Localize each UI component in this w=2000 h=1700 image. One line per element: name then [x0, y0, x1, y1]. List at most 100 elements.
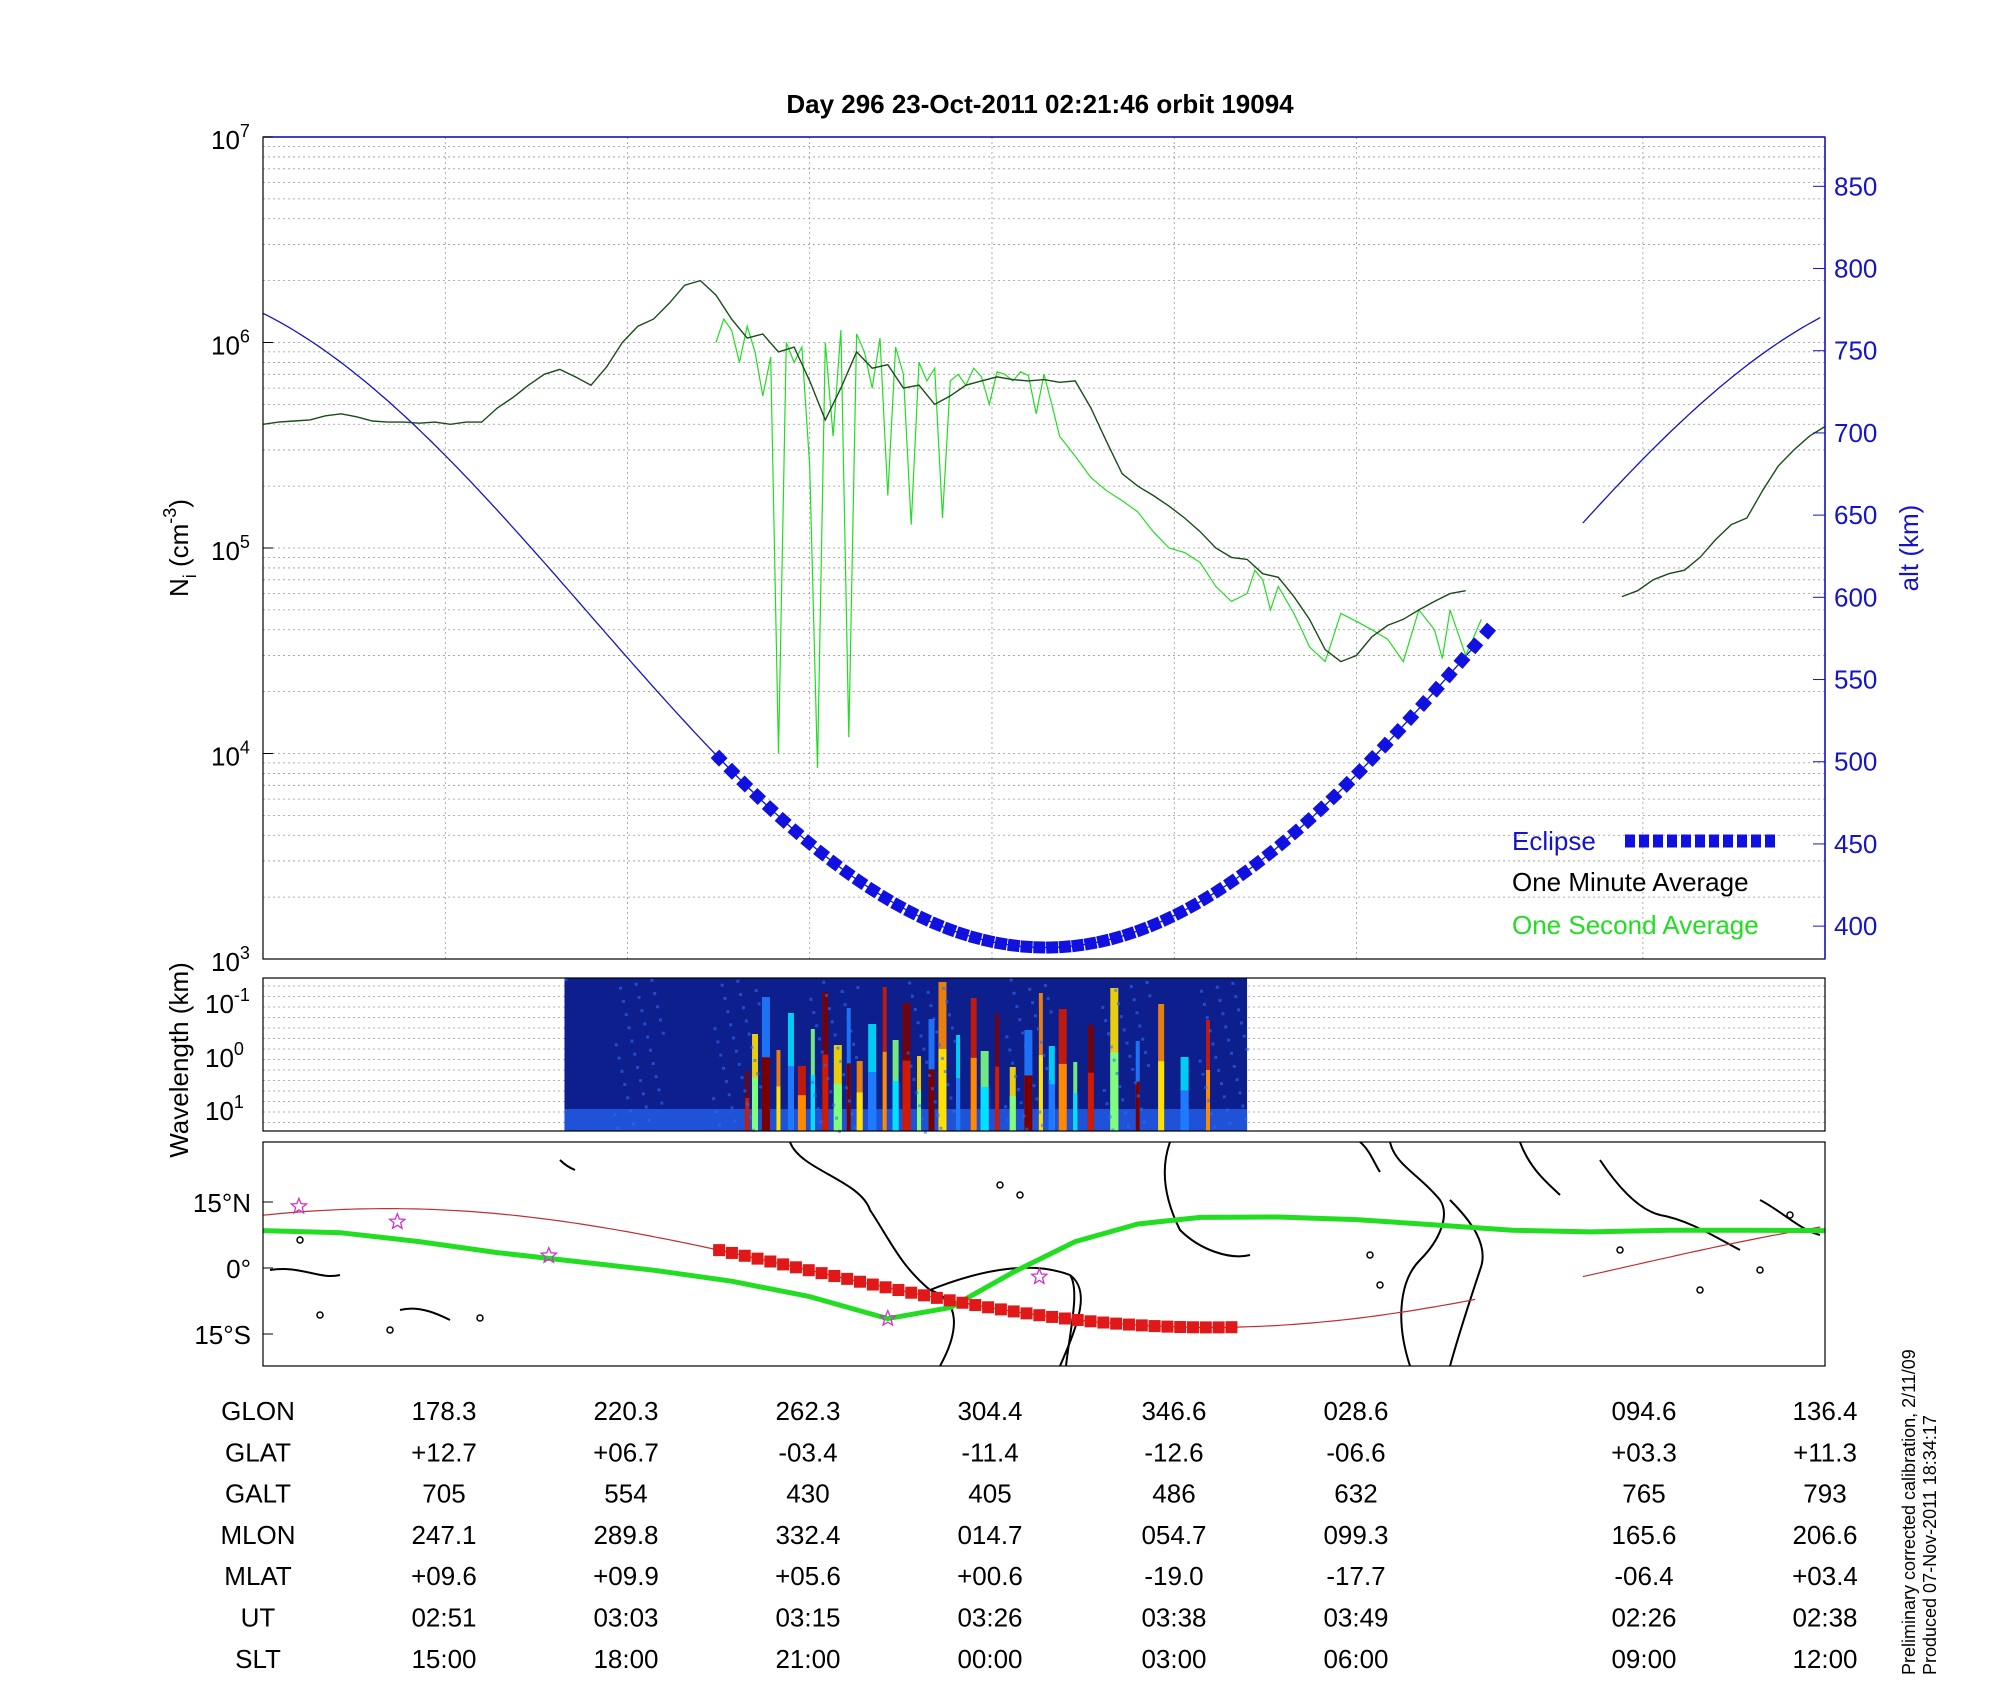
spectrogram	[564, 978, 1249, 1134]
spectrogram-speckle	[1225, 1108, 1229, 1112]
island	[1756, 1266, 1764, 1274]
table-cell: 099.3	[1323, 1520, 1388, 1550]
spectrogram-speckle	[839, 1059, 843, 1063]
spectrogram-speckle	[619, 986, 623, 990]
map-y-ticks: 15°N 0° 15°S	[193, 1188, 273, 1350]
eclipse-marker	[736, 775, 754, 793]
spectrogram-speckle	[1131, 1068, 1135, 1071]
eclipse-marker	[1479, 622, 1497, 640]
table-cell: -06.6	[1326, 1437, 1385, 1467]
eclipse-marker	[1045, 941, 1059, 954]
spectrogram-speckle	[850, 1112, 854, 1116]
one-minute-density-path	[262, 279, 1826, 663]
spectrogram-burst-core	[776, 1086, 781, 1131]
eclipse-track-marker	[841, 1272, 854, 1285]
spectrogram-burst-core	[1180, 1090, 1189, 1131]
spectrogram-burst-core	[917, 1089, 922, 1131]
table-cell: 554	[604, 1479, 647, 1509]
spectrogram-speckle	[918, 1104, 922, 1108]
spectrogram-speckle	[819, 1120, 823, 1124]
coastline	[1759, 1199, 1821, 1236]
eclipse-track-marker	[918, 1289, 931, 1302]
spectrogram-speckle	[849, 1029, 853, 1033]
eclipse-track-marker	[905, 1286, 918, 1299]
eclipse-marker	[1261, 844, 1279, 862]
spectrogram-speckle	[826, 1077, 830, 1080]
table-row-label: MLAT	[224, 1561, 292, 1591]
altitude-tick-label: 700	[1834, 418, 1877, 448]
legend-eclipse-label: Eclipse	[1512, 826, 1596, 856]
spectrogram-burst-core	[1009, 1095, 1016, 1131]
table-cell: -06.4	[1614, 1561, 1673, 1591]
eclipse-marker	[1363, 749, 1381, 767]
spectrogram-speckle	[1122, 1028, 1126, 1032]
spectrogram-speckle	[1241, 1104, 1245, 1108]
spectrogram-speckle	[1028, 987, 1032, 991]
eclipse-marker	[1274, 834, 1292, 852]
spectrogram-speckle	[930, 1087, 934, 1091]
spectrogram-speckle	[739, 993, 743, 996]
eclipse-track-marker	[764, 1255, 777, 1268]
spectrogram-speckle	[1111, 1128, 1115, 1132]
altitude-line-segment	[262, 312, 1476, 949]
eclipse-track-marker	[789, 1261, 802, 1274]
magnetic-equator-path	[262, 1214, 1826, 1322]
table-cell: 15:00	[411, 1644, 476, 1674]
spectrogram-speckle	[1227, 1038, 1231, 1042]
altitude-tick-label: 450	[1834, 829, 1877, 859]
table-cell: 03:00	[1141, 1644, 1206, 1674]
table-cell: 00:00	[957, 1644, 1022, 1674]
calibration-note: Preliminary corrected calibration, 2/11/…	[1899, 1349, 1919, 1675]
spectrogram-burst-core	[846, 1063, 851, 1131]
coastline	[399, 1307, 451, 1321]
spectrogram-speckle	[617, 1056, 621, 1060]
spectrogram-speckle	[736, 979, 740, 983]
island	[386, 1326, 394, 1334]
eclipse-marker	[929, 916, 945, 933]
spectrogram-speckle	[1045, 1067, 1049, 1071]
spectrogram-speckle	[1239, 1021, 1243, 1025]
spectrogram-speckle	[624, 1013, 628, 1017]
spectrogram-speckle	[825, 993, 829, 997]
table-cell: 705	[422, 1479, 465, 1509]
altitude-tick-label: 850	[1834, 171, 1877, 201]
spectrogram-speckle	[928, 1074, 932, 1077]
altitude-y-ticks: 400 450 500 550 600 650 700 750 800 850	[1813, 171, 1877, 941]
table-cell: +05.6	[775, 1561, 841, 1591]
coastline	[1389, 1141, 1445, 1367]
spectrogram-speckle	[1126, 1124, 1130, 1128]
eclipse-marker	[1235, 864, 1253, 882]
eclipse-track-marker	[1084, 1315, 1097, 1328]
eclipse-marker	[916, 910, 932, 927]
spectrogram-speckle	[1041, 1123, 1045, 1127]
y-tick-label: 103	[211, 943, 250, 977]
table-cell: -03.4	[778, 1437, 837, 1467]
eclipse-track-marker	[1097, 1316, 1110, 1329]
island	[1616, 1246, 1624, 1254]
spectrogram-burst-core	[1024, 1075, 1033, 1131]
spectrogram-speckle	[723, 996, 727, 1000]
chart-title: Day 296 23-Oct-2011 02:21:46 orbit 19094	[786, 89, 1294, 119]
table-cell: 014.7	[957, 1520, 1022, 1550]
eclipse-marker	[851, 873, 869, 890]
spectrogram-speckle	[757, 1002, 761, 1006]
spectrogram-speckle	[853, 1125, 857, 1129]
island	[1376, 1281, 1384, 1289]
spectrogram-speckle	[623, 1083, 627, 1086]
spectrogram-burst-core	[797, 1095, 806, 1131]
spectrogram-speckle	[631, 1122, 635, 1126]
island	[1786, 1211, 1794, 1219]
eclipse-marker	[825, 854, 843, 872]
one-second-density-path	[715, 317, 1482, 769]
eclipse-marker	[800, 834, 818, 852]
coastline	[1163, 1141, 1251, 1258]
spectrogram-speckle	[614, 1043, 618, 1047]
spectrogram-burst-core	[1110, 1052, 1119, 1131]
altitude-tick-label: 600	[1834, 582, 1877, 612]
spectrogram-burst-core	[1038, 1055, 1043, 1131]
eclipse-marker	[1376, 736, 1394, 754]
spectrogram-burst-core	[1158, 1061, 1165, 1131]
spectrogram-speckle	[815, 1024, 819, 1028]
spectrogram-speckle	[660, 1101, 664, 1105]
spectrogram-speckle	[1217, 1068, 1221, 1072]
